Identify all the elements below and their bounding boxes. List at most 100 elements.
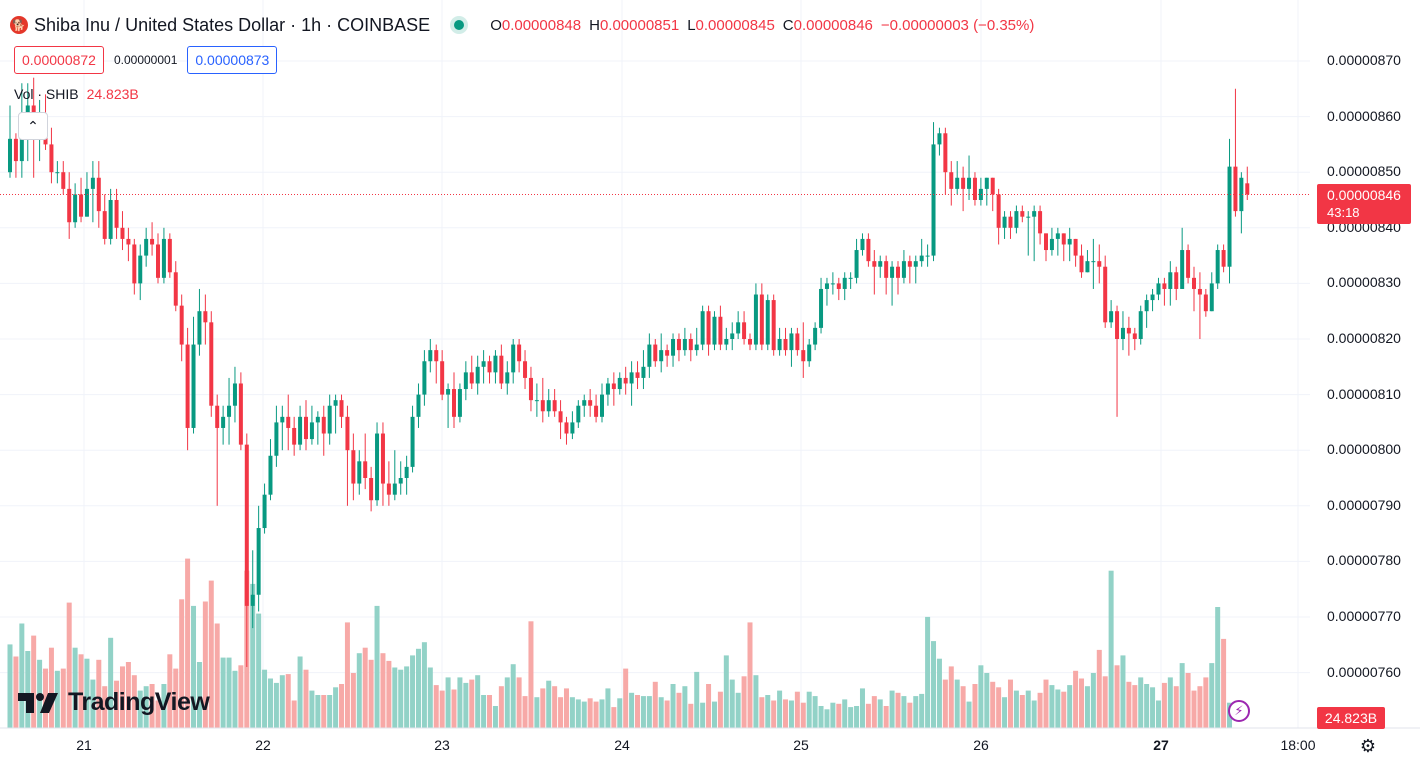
candle [765, 294, 770, 351]
candle [416, 383, 421, 428]
volume-bar [931, 641, 937, 728]
volume-bar [1203, 677, 1209, 728]
volume-bar [652, 681, 658, 728]
candle [676, 333, 681, 362]
volume-bar [753, 675, 759, 728]
gear-icon[interactable]: ⚙ [1359, 736, 1377, 756]
volume-bar [7, 644, 13, 728]
candle [73, 183, 78, 228]
candle [878, 255, 883, 278]
candle [398, 461, 403, 495]
volume-bar [161, 684, 167, 728]
volume-bar [907, 702, 913, 728]
candle [617, 372, 622, 395]
candle [345, 405, 350, 506]
volume-bar [66, 602, 72, 728]
sell-button[interactable]: 0.00000872 [14, 46, 104, 74]
candle [576, 400, 581, 428]
volume-bar [226, 657, 232, 728]
volume-bar [629, 692, 635, 728]
volume-bar [812, 696, 818, 728]
volume-bar [481, 695, 487, 728]
volume-bar [859, 688, 865, 728]
volume-bar [1055, 689, 1061, 728]
candle [819, 277, 824, 334]
volume-bar [267, 678, 273, 728]
time-tick-label: 21 [76, 737, 92, 753]
volume-bar [759, 697, 765, 728]
candle [700, 305, 705, 351]
candle [1020, 205, 1025, 223]
volume-bar [1150, 687, 1156, 728]
volume-bar [1007, 679, 1013, 728]
symbol-title[interactable]: Shiba Inu / United States Dollar · 1h · … [34, 14, 431, 35]
chevron-up-icon: ⌃ [27, 117, 39, 134]
lightning-icon[interactable]: ⚡ [1228, 700, 1250, 722]
volume-bar [1114, 665, 1120, 728]
volume-bar [102, 686, 108, 728]
candle [783, 327, 788, 356]
volume-bar [700, 702, 706, 728]
volume-bar [581, 701, 587, 728]
volume-bar [546, 680, 552, 728]
volume-bar [392, 667, 398, 728]
candle [896, 261, 900, 295]
volume-bar [1079, 678, 1085, 728]
candle [446, 383, 451, 428]
candle [801, 322, 806, 378]
volume-bar [457, 677, 463, 728]
volume-bar [558, 697, 564, 728]
candle [375, 422, 380, 506]
candle [682, 327, 687, 356]
candle [913, 255, 918, 284]
volume-bar [771, 700, 777, 728]
buy-button[interactable]: 0.00000873 [187, 46, 278, 74]
volume-bar [250, 583, 256, 728]
candle [1245, 166, 1250, 200]
candle [552, 389, 557, 417]
volume-bar [54, 670, 60, 728]
price-tick-label: 0.00000850 [1327, 163, 1401, 180]
price-change: −0.00000003 (−0.35%) [880, 16, 1035, 34]
volume-bar [919, 693, 925, 728]
tradingview-logo[interactable]: TradingView [18, 688, 210, 717]
volume-bar [84, 658, 90, 728]
volume-bar [990, 681, 996, 728]
candle [102, 194, 107, 245]
volume-bar [1073, 670, 1079, 728]
candle [79, 177, 84, 223]
candle [327, 394, 332, 445]
candle [386, 461, 391, 506]
candle [558, 400, 563, 440]
volume-bar [1144, 684, 1150, 728]
volume-bar [1173, 686, 1179, 728]
volume-bar [901, 696, 907, 728]
candle [919, 238, 924, 267]
collapse-legend-button[interactable]: ⌃ [18, 112, 48, 140]
candle [1233, 88, 1238, 217]
candle [1197, 272, 1202, 339]
candle [984, 177, 989, 206]
candle [138, 244, 143, 301]
volume-bar [635, 695, 641, 728]
volume-bar [830, 702, 836, 728]
volume-bar [410, 655, 416, 728]
volume-bar [131, 675, 137, 728]
volume-bar [895, 692, 901, 728]
candle [487, 355, 492, 384]
candle [274, 405, 279, 467]
candle [238, 372, 243, 451]
volume-bar [777, 690, 783, 728]
volume-bar [415, 648, 421, 728]
candle [1120, 311, 1125, 351]
tradingview-logo-icon [18, 692, 58, 713]
spread-value: 0.00000001 [113, 53, 178, 67]
candle [1168, 261, 1173, 306]
volume-bar [191, 605, 197, 728]
volume-bar [196, 662, 202, 728]
candle [511, 339, 516, 384]
candle [842, 272, 847, 301]
candle [1026, 211, 1031, 256]
volume-bar [1002, 697, 1008, 728]
